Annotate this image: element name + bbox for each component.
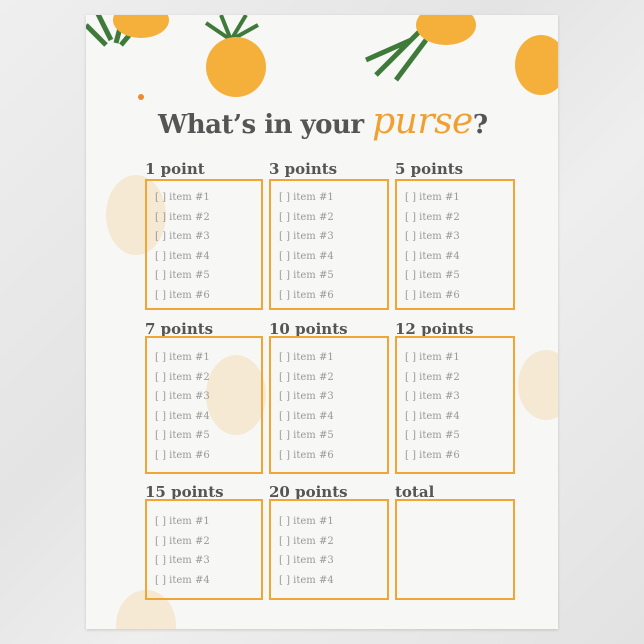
page-title: What’s in your purse?	[158, 101, 488, 142]
checklist-item: [ ] item #1	[155, 352, 210, 363]
pineapple-illustration	[204, 15, 266, 97]
answer-box: [ ] item #1 [ ] item #2 [ ] item #3 [ ] ite…	[145, 179, 263, 310]
checklist-item: [ ] item #5	[405, 270, 460, 281]
checklist-item: [ ] item #4	[155, 250, 210, 262]
checklist-item: [ ] item #5	[155, 430, 210, 441]
checklist-item: [ ] item #2	[279, 535, 334, 547]
checklist-item: [ ] item #3	[279, 231, 334, 242]
section-heading: 20 points	[269, 483, 348, 501]
checklist-item: [ ] item #1	[405, 192, 460, 203]
checklist-item: [ ] item #1	[279, 352, 334, 363]
checklist-item: [ ] item #3	[279, 391, 334, 402]
pineapple-watermark	[206, 355, 266, 435]
checklist-item: [ ] item #1	[155, 192, 210, 203]
section-heading: 10 points	[269, 320, 348, 338]
section-heading: 5 points	[395, 160, 464, 178]
section-heading: 1 point	[145, 160, 205, 178]
checklist-item: [ ] item #4	[405, 250, 460, 262]
pineapple-watermark	[518, 350, 558, 420]
checklist-item: [ ] item #5	[155, 270, 210, 281]
answer-box: [ ] item #1 [ ] item #2 [ ] item #3 [ ] ite…	[145, 336, 263, 474]
checklist-item: [ ] item #1	[279, 516, 334, 527]
answer-box: [ ] item #1 [ ] item #2 [ ] item #3 [ ] ite…	[145, 499, 263, 600]
checklist-item: [ ] item #2	[405, 211, 460, 223]
checklist-item: [ ] item #3	[155, 231, 210, 242]
section-heading: total	[395, 483, 435, 501]
pineapple-illustration	[364, 15, 476, 82]
answer-box: [ ] item #1 [ ] item #2 [ ] item #3 [ ] ite…	[395, 179, 515, 310]
checklist-item: [ ] item #3	[405, 391, 460, 402]
checklist-item: [ ] item #6	[279, 289, 334, 301]
decor-dot	[138, 94, 144, 100]
checklist-item: [ ] item #4	[279, 410, 334, 422]
checklist-item: [ ] item #5	[279, 270, 334, 281]
checklist-item: [ ] item #4	[405, 410, 460, 422]
checklist-item: [ ] item #4	[279, 574, 334, 586]
checklist-item: [ ] item #6	[279, 449, 334, 461]
checklist-item: [ ] item #1	[279, 192, 334, 203]
checklist-item: [ ] item #3	[155, 391, 210, 402]
section-heading: 15 points	[145, 483, 224, 501]
checklist-item: [ ] item #3	[155, 555, 210, 566]
checklist-item: [ ] item #2	[155, 371, 210, 383]
checklist-item: [ ] item #6	[155, 289, 210, 301]
answer-box	[395, 499, 515, 600]
checklist-item: [ ] item #2	[279, 371, 334, 383]
checklist-item: [ ] item #6	[405, 289, 460, 301]
section-heading: 3 points	[269, 160, 338, 178]
section-heading: 7 points	[145, 320, 214, 338]
title-accent: purse	[372, 101, 473, 142]
answer-box: [ ] item #1 [ ] item #2 [ ] item #3 [ ] ite…	[269, 499, 389, 600]
checklist-item: [ ] item #4	[279, 250, 334, 262]
pineapple-illustration	[515, 35, 558, 95]
checklist-item: [ ] item #6	[155, 449, 210, 461]
pineapple-illustration	[86, 15, 169, 47]
checklist-item: [ ] item #3	[279, 555, 334, 566]
checklist-item: [ ] item #2	[279, 211, 334, 223]
checklist-item: [ ] item #4	[155, 574, 210, 586]
checklist-item: [ ] item #2	[155, 535, 210, 547]
checklist-item: [ ] item #5	[405, 430, 460, 441]
answer-box: [ ] item #1 [ ] item #2 [ ] item #3 [ ] ite…	[269, 179, 389, 310]
pineapple-watermark	[106, 175, 166, 255]
checklist-item: [ ] item #1	[155, 516, 210, 527]
checklist-item: [ ] item #6	[405, 449, 460, 461]
checklist-item: [ ] item #4	[155, 410, 210, 422]
checklist-item: [ ] item #1	[405, 352, 460, 363]
answer-box: [ ] item #1 [ ] item #2 [ ] item #3 [ ] ite…	[395, 336, 515, 474]
answer-box: [ ] item #1 [ ] item #2 [ ] item #3 [ ] ite…	[269, 336, 389, 474]
checklist-item: [ ] item #5	[279, 430, 334, 441]
checklist-item: [ ] item #2	[155, 211, 210, 223]
checklist-item: [ ] item #3	[405, 231, 460, 242]
section-heading: 12 points	[395, 320, 474, 338]
checklist-item: [ ] item #2	[405, 371, 460, 383]
